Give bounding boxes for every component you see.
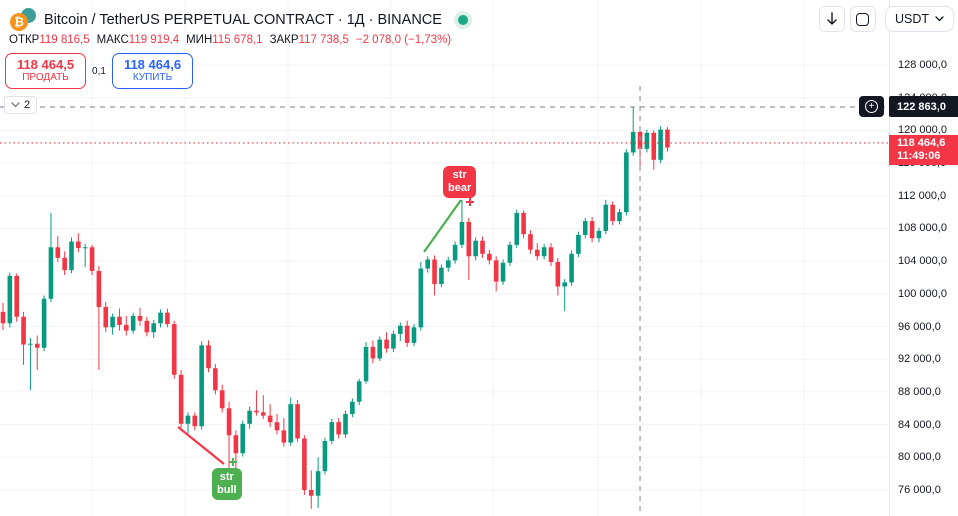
- collapsed-legend-widget[interactable]: 2: [4, 96, 38, 114]
- bull-badge-line1: str: [219, 471, 234, 483]
- currency-selector[interactable]: USDT: [884, 6, 954, 32]
- buy-price: 118 464,6: [123, 57, 182, 72]
- high-value: 119 919,4: [128, 34, 180, 46]
- legend-count: 2: [24, 99, 31, 111]
- change-value: −2 078,0 (−1,73%): [355, 34, 452, 46]
- high-label: МАКС: [96, 34, 129, 46]
- pair-logo: ₿: [8, 7, 38, 33]
- add-alert-plus-button[interactable]: +: [859, 96, 884, 118]
- price-tick: 128 000,0: [898, 59, 947, 71]
- plus-icon: +: [865, 100, 878, 114]
- price-tick: 92 000,0: [898, 353, 941, 366]
- open-label: ОТКР: [9, 34, 40, 46]
- low-value: 115 678,1: [212, 34, 263, 46]
- sell-price: 118 464,5: [16, 57, 75, 72]
- chevron-down-icon: [11, 102, 20, 108]
- low-label: МИН: [186, 34, 213, 46]
- symbol-title[interactable]: Bitcoin / TetherUS PERPETUAL CONTRACT · …: [44, 12, 442, 28]
- price-tick: 104 000,0: [898, 255, 947, 268]
- price-tick: 84 000,0: [898, 418, 941, 431]
- price-tick: 112 000,0: [898, 189, 947, 202]
- bear-badge-line2: bear: [448, 182, 472, 194]
- price-tick: 80 000,0: [898, 451, 941, 464]
- last-price-label: 118 464,6 11:49:06: [889, 134, 958, 165]
- fullscreen-icon: [856, 12, 870, 26]
- arrow-down-icon: [827, 12, 837, 25]
- bull-badge-line2: bull: [217, 484, 237, 496]
- ohlc-readout: ОТКР119 816,5 МАКС119 919,4 МИН115 678,1 ЗА…: [9, 34, 451, 46]
- close-value: 117 738,5: [298, 34, 349, 46]
- close-label: ЗАКР: [269, 34, 299, 46]
- crosshair-price-label: 122 863,0: [889, 96, 958, 118]
- price-tick: 88 000,0: [898, 385, 941, 398]
- chevron-down-icon: [935, 16, 944, 22]
- price-tick: 108 000,0: [898, 222, 947, 235]
- sell-label: ПРОДАТЬ: [22, 72, 69, 83]
- bear-annotation-badge[interactable]: str bear: [443, 166, 477, 198]
- bar-countdown: 11:49:06: [897, 149, 941, 162]
- price-tick: 96 000,0: [898, 320, 941, 333]
- sell-button[interactable]: 118 464,5 ПРОДАТЬ: [5, 53, 86, 89]
- trade-panel: 118 464,5 ПРОДАТЬ 0,1 118 464,6 КУПИТЬ: [5, 53, 193, 89]
- last-price-value: 118 464,6: [897, 136, 946, 149]
- bitcoin-logo-icon: ₿: [10, 13, 28, 31]
- bear-badge-line1: str: [452, 169, 467, 181]
- market-status-dot: [453, 11, 472, 29]
- buy-label: КУПИТЬ: [132, 72, 173, 83]
- price-tick: 76 000,0: [898, 484, 941, 496]
- spread-value: 0,1: [92, 65, 106, 77]
- open-value: 119 816,5: [39, 34, 90, 46]
- buy-button[interactable]: 118 464,6 КУПИТЬ: [112, 53, 193, 89]
- currency-value: USDT: [894, 12, 929, 26]
- fullscreen-button[interactable]: [849, 6, 876, 32]
- bull-annotation-badge[interactable]: str bull: [212, 468, 242, 500]
- price-tick: 100 000,0: [898, 287, 947, 300]
- price-tick: 120 000,0: [898, 124, 947, 137]
- scroll-to-recent-button[interactable]: [818, 6, 845, 32]
